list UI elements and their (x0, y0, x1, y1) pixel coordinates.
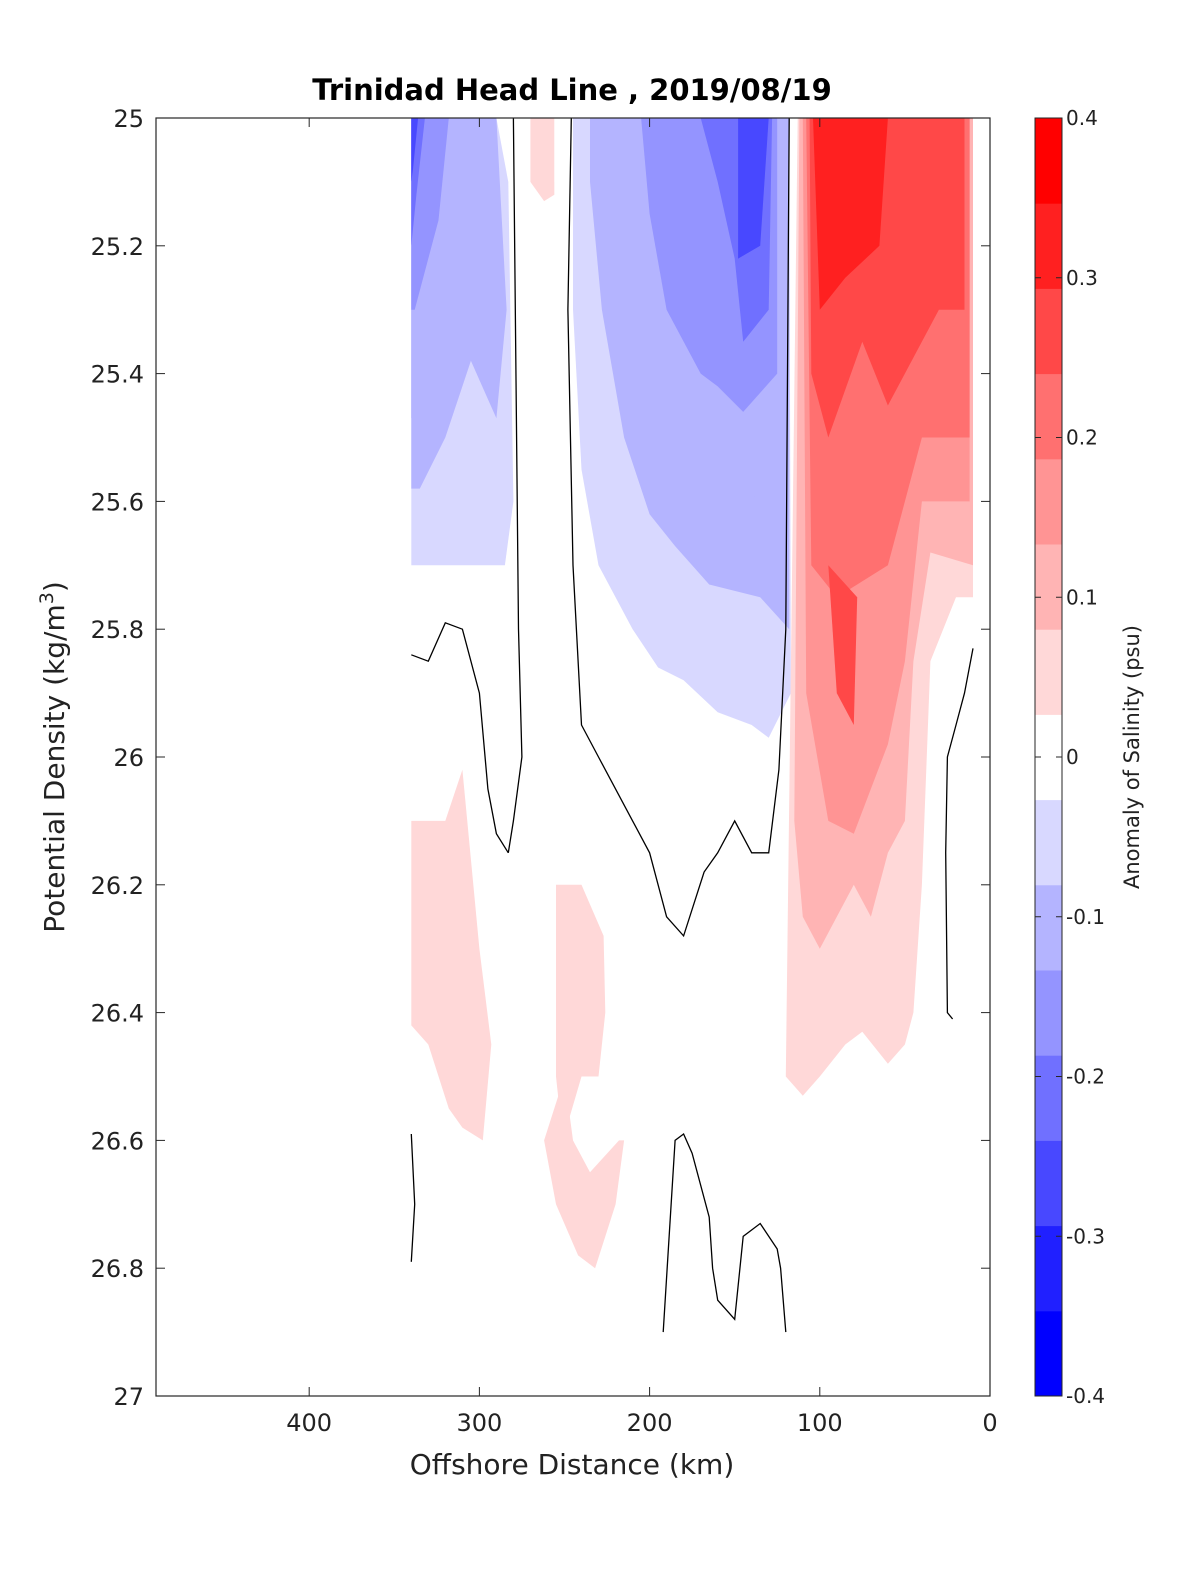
y-tick-label: 26.8 (91, 1255, 144, 1283)
x-tick-label: 100 (797, 1409, 843, 1437)
y-tick-label: 26 (113, 744, 144, 772)
contour-fill-region-13 (411, 769, 492, 1141)
colorbar-tick-label: 0.1 (1066, 585, 1098, 609)
colorbar-tick-label: 0.2 (1066, 426, 1098, 450)
y-axis-label: Potential Density (kg/m3) (36, 581, 71, 933)
contour-fill-region-14 (556, 884, 606, 1141)
colorbar-swatch (1035, 544, 1062, 630)
colorbar-swatch (1035, 1055, 1062, 1141)
zero-contour-line-3 (945, 648, 974, 1020)
zero-contour-line-1 (567, 118, 790, 938)
colorbar-swatch (1035, 1140, 1062, 1227)
colorbar-tick-label: -0.1 (1066, 905, 1105, 929)
y-tick-label: 26.6 (91, 1127, 144, 1155)
colorbar-swatch (1035, 884, 1062, 971)
colorbar-swatch (1035, 118, 1062, 204)
colorbar-tick-label: -0.4 (1066, 1384, 1105, 1408)
colorbar: -0.4 -0.3 -0.2 -0.1 0 0.1 0.2 0.3 0.4 (1034, 106, 1105, 1408)
contour-fill-region-3 (411, 118, 449, 310)
colorbar-swatch (1035, 799, 1062, 886)
y-axis-label-main: Potential Density (kg/m (38, 604, 71, 933)
y-axis-label-superscript: 3 (36, 592, 58, 604)
x-axis-label: Offshore Distance (km) (410, 1448, 735, 1481)
y-tick-label: 27 (113, 1383, 144, 1411)
colorbar-label: Anomaly of Salinity (psu) (1120, 625, 1144, 889)
colorbar-swatch (1035, 629, 1062, 715)
colorbar-swatch (1035, 288, 1062, 375)
y-tick-label: 25.2 (91, 233, 144, 261)
colorbar-tick-label: -0.3 (1066, 1224, 1105, 1248)
contour-fill-region-21 (813, 118, 888, 310)
contour-fill-region-11 (738, 118, 769, 259)
contour-fill-region-12 (530, 118, 555, 202)
zero-contour-line-2 (411, 621, 509, 854)
x-tick-label: 200 (627, 1409, 673, 1437)
y-tick-label: 25.8 (91, 616, 144, 644)
colorbar-swatch (1035, 1310, 1062, 1397)
x-tick-label: 400 (286, 1409, 332, 1437)
x-tick-label: 0 (982, 1409, 997, 1437)
colorbar-tick-label: 0.4 (1066, 106, 1098, 130)
chart-title: Trinidad Head Line , 2019/08/19 (312, 73, 832, 107)
y-axis-label-close: ) (38, 581, 71, 592)
y-tick-label: 25.6 (91, 488, 144, 516)
x-tick-label: 300 (456, 1409, 502, 1437)
y-tick-label: 25 (113, 105, 144, 133)
zero-contour-line-5 (662, 1132, 787, 1333)
colorbar-swatch (1035, 458, 1062, 545)
colorbar-swatch (1035, 970, 1062, 1056)
x-axis: 400 300 200 100 0 (286, 118, 998, 1437)
contour-fill-region-22 (828, 565, 858, 725)
y-tick-label: 26.4 (91, 1000, 144, 1028)
colorbar-swatch (1035, 1225, 1062, 1312)
filled-contours (411, 118, 973, 1269)
contour-fill-region-5 (411, 118, 419, 182)
y-tick-label: 26.2 (91, 872, 144, 900)
zero-contour-lines (410, 118, 974, 1333)
colorbar-tick-label: 0 (1066, 745, 1079, 769)
colorbar-tick-label: -0.2 (1066, 1065, 1105, 1089)
colorbar-swatch (1035, 373, 1062, 460)
colorbar-tick-label: 0.3 (1066, 266, 1098, 290)
y-tick-label: 25.4 (91, 361, 144, 389)
zero-contour-line-4 (410, 1133, 416, 1262)
zero-contour-line-0 (507, 118, 523, 853)
contour-fill-region-15 (544, 1076, 625, 1269)
colorbar-swatch (1035, 203, 1062, 289)
y-axis: 25 25.2 25.4 25.6 25.8 26 26.2 26.4 26.6 26.8 27 (91, 105, 990, 1411)
